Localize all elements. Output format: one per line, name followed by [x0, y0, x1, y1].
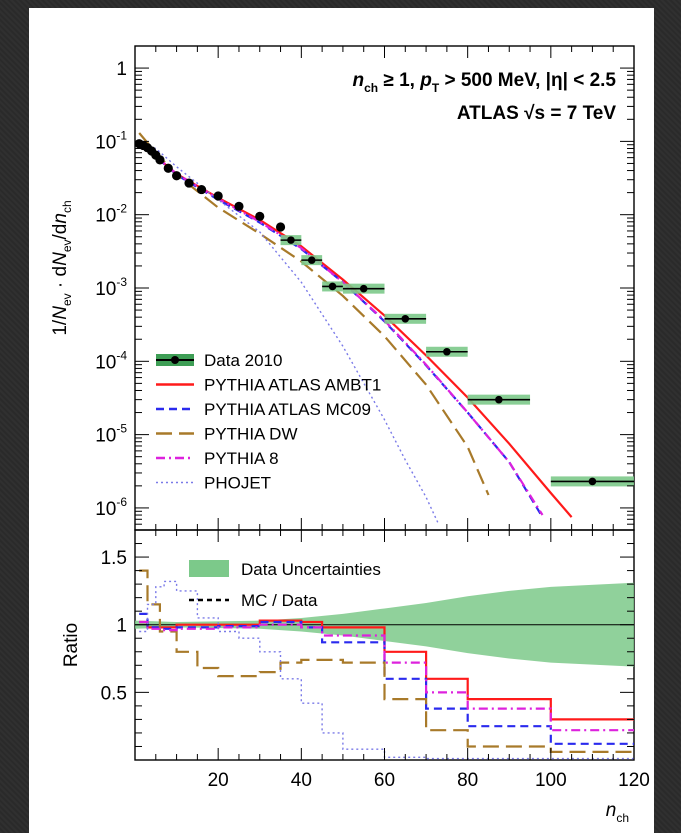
ticks-layer: 20 40 60 80 100 120 1 10-1 10-2 10-3 10-4 10-5 10-6 0…	[95, 45, 650, 791]
x-tick-label: 40	[291, 770, 312, 791]
x-tick-label: 120	[618, 770, 650, 791]
legend-label-data-2010: Data 2010	[204, 351, 282, 370]
annotation-line-1: nch ≥ 1, pT > 500 MeV, |η| < 2.5	[352, 70, 616, 95]
series-line-pythia-dw	[138, 132, 490, 496]
data-point	[184, 178, 194, 188]
series-line-phojet	[139, 144, 440, 525]
legend-layer: Data 2010 PYTHIA ATLAS AMBT1 PYTHIA ATLAS …	[156, 351, 381, 610]
series-line-pythia-8	[138, 141, 544, 516]
legend-label-pythia-8: PYTHIA 8	[204, 449, 279, 468]
legend-label-pythia-dw: PYTHIA DW	[204, 425, 298, 444]
x-tick-label: 60	[374, 770, 395, 791]
legend-swatch-data-point	[171, 356, 179, 364]
data-point	[275, 222, 286, 232]
data-point	[401, 315, 410, 323]
x-tick-label: 80	[457, 770, 478, 791]
data-point	[287, 236, 295, 244]
ratio-line-pythia-8	[139, 620, 634, 732]
y-tick-label: 1	[116, 59, 127, 80]
ratio-y-tick-label: 1.5	[101, 548, 127, 569]
legend-label-pythia-atlas-ambt1: PYTHIA ATLAS AMBT1	[204, 376, 381, 395]
y-tick-label: 10-3	[95, 275, 127, 300]
y-tick-label: 10-4	[95, 348, 127, 373]
x-tick-label: 100	[535, 770, 567, 791]
x-tick-label: 20	[208, 770, 229, 791]
data-point	[196, 184, 207, 195]
legend-label-phojet: PHOJET	[204, 474, 271, 493]
y-tick-label: 10-5	[95, 422, 127, 447]
data-point	[307, 256, 316, 264]
data-point	[213, 191, 223, 201]
data-point	[155, 155, 165, 165]
annotation-line-2: ATLAS √s = 7 TeV	[457, 103, 616, 124]
ratio-line-phojet	[139, 580, 634, 760]
data-point	[171, 171, 182, 181]
data-point	[495, 395, 503, 404]
figure: 20 40 60 80 100 120 1 10-1 10-2 10-3 10-4 10-5 10-6 0…	[29, 8, 654, 833]
chart-svg: 20 40 60 80 100 120 1 10-1 10-2 10-3 10-4 10-5 10-6 0…	[50, 45, 650, 825]
y-tick-label: 10-2	[95, 202, 127, 227]
data-point	[328, 282, 337, 291]
legend-label-pythia-atlas-mc09: PYTHIA ATLAS MC09	[204, 400, 371, 419]
text-layer: nch ≥ 1, pT > 500 MeV, |η| < 2.5 ATLAS √s…	[50, 70, 629, 825]
legend-label-uncertainties: Data Uncertainties	[241, 560, 381, 579]
ratio-series-layer	[139, 569, 634, 760]
ratio-y-axis-label: Ratio	[61, 623, 82, 667]
data-point	[443, 347, 451, 356]
legend-swatch-uncertainties	[189, 560, 229, 577]
data-point	[588, 477, 597, 486]
y-tick-label: 10-6	[95, 495, 127, 520]
ratio-line-pythia-atlas-ambt1	[139, 619, 634, 721]
ratio-line-pythia-dw	[139, 569, 634, 753]
legend-label-mc-data: MC / Data	[241, 591, 318, 610]
data-point	[234, 201, 244, 211]
data-point	[359, 284, 368, 293]
data-point	[255, 211, 265, 221]
ratio-y-tick-label: 1	[116, 616, 127, 637]
series-line-pythia-atlas-mc09	[138, 140, 544, 518]
y-axis-label: 1/Nev · dNev/dnch	[50, 200, 74, 335]
ratio-y-tick-label: 0.5	[101, 683, 127, 704]
y-tick-label: 10-1	[95, 128, 127, 153]
data-point	[163, 163, 173, 173]
x-axis-label: nch	[606, 800, 629, 825]
